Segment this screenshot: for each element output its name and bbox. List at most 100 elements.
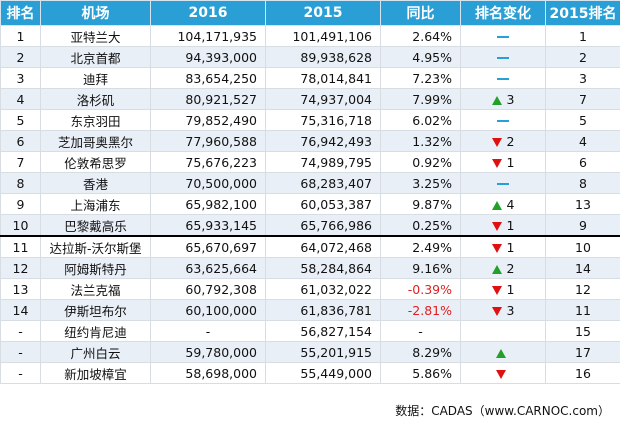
table-row: 10 巴黎戴高乐 65,933,145 65,766,986 0.25% 1 9 [0,214,620,237]
passengers-2015-cell: 65,766,986 [265,214,381,237]
trend-icon [491,221,502,231]
rank-2015-cell: 15 [545,320,620,342]
airport-cell: 阿姆斯特丹 [40,257,151,279]
rank-cell: 2 [0,46,41,68]
airport-cell: 广州白云 [40,341,151,363]
header-cell: 2016 [150,0,266,26]
airport-table: 排名 机场 2016 2015 同比 排名变化 2015排名 1 亚特兰大 104,171,93… [0,0,620,384]
rank-change-value: 3 [506,91,515,107]
rank-2015-cell: 6 [545,151,620,173]
yoy-cell: 4.95% [380,46,461,68]
passengers-2016-cell: 65,982,100 [150,193,266,215]
table-row: 8 香港 70,500,000 68,283,407 3.25% 8 [0,172,620,194]
passengers-2015-cell: 74,989,795 [265,151,381,173]
table-row: 11 达拉斯-沃尔斯堡 65,670,697 64,072,468 2.49% 1 10 [0,235,620,258]
passengers-2015-cell: 89,938,628 [265,46,381,68]
passengers-2016-cell: 63,625,664 [150,257,266,279]
table-row: 4 洛杉矶 80,921,527 74,937,004 7.99% 3 7 [0,88,620,110]
rank-change-value: 1 [506,239,515,255]
rank-change-cell: 2 [460,257,546,279]
rank-change-value: 2 [506,133,515,149]
rank-2015-cell: 2 [545,46,620,68]
rank-2015-cell: 10 [545,235,620,258]
rank-2015-cell: 9 [545,214,620,237]
airport-cell: 伊斯坦布尔 [40,299,151,321]
airport-cell: 东京羽田 [40,109,151,131]
header-cell: 2015排名 [545,0,620,26]
yoy-cell: 0.92% [380,151,461,173]
rank-cell: 6 [0,130,41,152]
rank-change-cell: 4 [460,193,546,215]
passengers-2016-cell: 104,171,935 [150,25,266,47]
rank-cell: 4 [0,88,41,110]
airport-cell: 巴黎戴高乐 [40,214,151,237]
table-row: 7 伦敦希思罗 75,676,223 74,989,795 0.92% 1 6 [0,151,620,173]
header-cell: 2015 [265,0,381,26]
yoy-cell: 1.32% [380,130,461,152]
table-body: 1 亚特兰大 104,171,935 101,491,106 2.64% 1 2 北京首都 94… [0,25,620,384]
rank-change-cell: 3 [460,299,546,321]
yoy-cell: 6.02% [380,109,461,131]
passengers-2015-cell: 76,942,493 [265,130,381,152]
yoy-cell: 3.25% [380,172,461,194]
passengers-2016-cell: 58,698,000 [150,362,266,384]
airport-cell: 新加坡樟宜 [40,362,151,384]
rank-cell: - [0,341,41,363]
trend-icon [497,36,509,38]
rank-2015-cell: 7 [545,88,620,110]
passengers-2015-cell: 78,014,841 [265,67,381,89]
rank-change-cell: 1 [460,235,546,258]
passengers-2015-cell: 101,491,106 [265,25,381,47]
rank-change-cell: 1 [460,214,546,237]
passengers-2016-cell: 60,792,308 [150,278,266,300]
yoy-cell: - [380,320,461,342]
rank-2015-cell: 8 [545,172,620,194]
rank-change-cell [460,320,546,342]
yoy-cell: 8.29% [380,341,461,363]
trend-icon [491,243,502,253]
rank-change-value: 4 [506,196,515,212]
yoy-cell: 2.64% [380,25,461,47]
passengers-2016-cell: 77,960,588 [150,130,266,152]
table-row: 5 东京羽田 79,852,490 75,316,718 6.02% 5 [0,109,620,131]
table-row: 2 北京首都 94,393,000 89,938,628 4.95% 2 [0,46,620,68]
header-cell: 机场 [40,0,151,26]
header-cell: 排名 [0,0,41,26]
airport-cell: 亚特兰大 [40,25,151,47]
trend-icon [491,264,502,274]
table-row: 13 法兰克福 60,792,308 61,032,022 -0.39% 1 12 [0,278,620,300]
trend-icon [497,78,509,80]
table-row: 6 芝加哥奥黑尔 77,960,588 76,942,493 1.32% 2 4 [0,130,620,152]
rank-cell: 9 [0,193,41,215]
rank-2015-cell: 14 [545,257,620,279]
airport-cell: 洛杉矶 [40,88,151,110]
rank-change-cell [460,25,546,47]
rank-change-cell [460,67,546,89]
rank-cell: 13 [0,278,41,300]
rank-2015-cell: 4 [545,130,620,152]
trend-icon [491,200,502,210]
yoy-cell: 9.87% [380,193,461,215]
yoy-cell: 0.25% [380,214,461,237]
trend-icon [491,306,502,316]
airport-cell: 香港 [40,172,151,194]
passengers-2015-cell: 75,316,718 [265,109,381,131]
yoy-cell: -0.39% [380,278,461,300]
rank-2015-cell: 11 [545,299,620,321]
rank-cell: 12 [0,257,41,279]
passengers-2015-cell: 61,836,781 [265,299,381,321]
header-cell: 同比 [380,0,461,26]
source-note: 数据：CADAS（www.CARNOC.com） [395,404,610,418]
yoy-cell: 7.23% [380,67,461,89]
airport-cell: 伦敦希思罗 [40,151,151,173]
trend-icon [497,57,509,59]
table-row: - 新加坡樟宜 58,698,000 55,449,000 5.86% 16 [0,362,620,384]
trend-icon [497,183,509,185]
trend-icon [491,285,502,295]
trend-icon [491,95,502,105]
table-row: 14 伊斯坦布尔 60,100,000 61,836,781 -2.81% 3 11 [0,299,620,321]
yoy-cell: -2.81% [380,299,461,321]
trend-icon [495,348,506,358]
rank-2015-cell: 1 [545,25,620,47]
